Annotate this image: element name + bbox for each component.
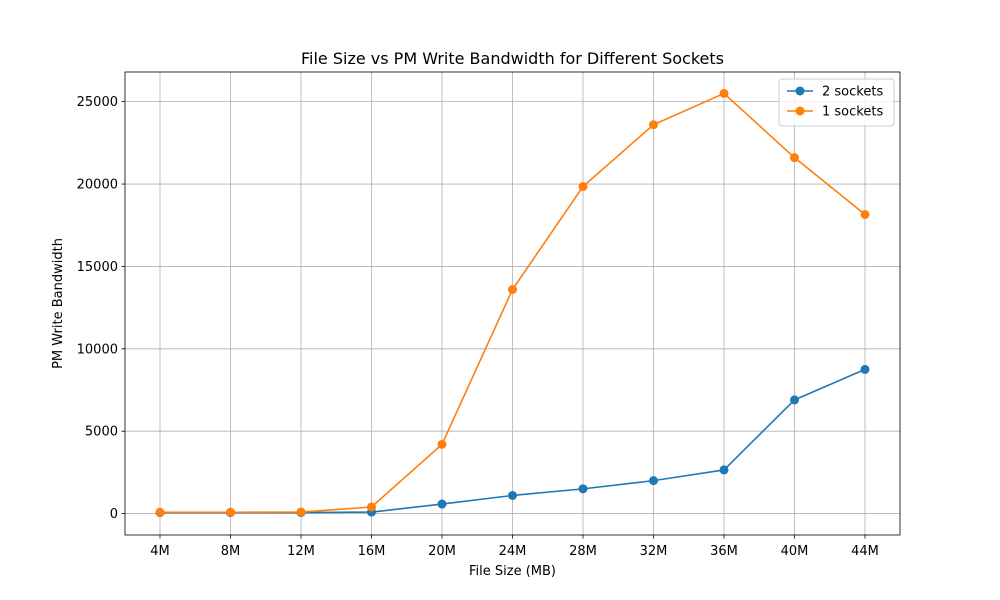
data-point: [226, 507, 235, 517]
x-tick-label: 4M: [150, 544, 170, 559]
x-tick-label: 16M: [358, 544, 386, 559]
series-layer: [155, 88, 870, 518]
x-tick-label: 28M: [569, 544, 597, 559]
legend-label: 1 sockets: [822, 105, 883, 120]
legend-marker: [795, 86, 805, 96]
y-axis-title: PM Write Bandwidth: [51, 238, 66, 369]
data-point: [437, 499, 447, 509]
data-point: [649, 476, 658, 486]
x-tick-label: 40M: [781, 544, 809, 559]
data-point: [296, 507, 306, 517]
x-axis-title: File Size (MB): [469, 564, 556, 579]
data-point: [790, 153, 799, 163]
data-point: [367, 502, 376, 512]
chart-title: File Size vs PM Write Bandwidth for Diff…: [301, 49, 724, 68]
x-tick-label: 20M: [428, 544, 456, 559]
y-tick-label: 15000: [77, 260, 118, 275]
data-point: [437, 439, 447, 449]
data-point: [860, 364, 870, 374]
data-point: [790, 395, 799, 405]
data-point: [578, 484, 588, 494]
y-tick-label: 20000: [77, 178, 118, 193]
legend-label: 2 sockets: [822, 85, 883, 100]
x-tick-label: 36M: [710, 544, 738, 559]
data-point: [649, 120, 658, 130]
series-1: [155, 88, 870, 517]
ticks: 4M 8M 12M 16M 20M 24M 28M 32M 36M 40M 44M 0 5000 1000…: [77, 95, 879, 559]
y-tick-label: 0: [110, 507, 118, 522]
x-tick-label: 32M: [640, 544, 668, 559]
x-tick-label: 24M: [499, 544, 527, 559]
data-point: [860, 210, 870, 220]
grid: [125, 72, 900, 535]
x-tick-label: 12M: [287, 544, 315, 559]
x-tick-label: 44M: [851, 544, 879, 559]
y-tick-label: 10000: [77, 342, 118, 357]
data-point: [719, 465, 729, 475]
y-tick-label: 5000: [85, 425, 118, 440]
data-point: [578, 182, 588, 192]
y-tick-label: 25000: [77, 95, 118, 110]
legend: 2 sockets 1 sockets: [778, 78, 895, 127]
data-point: [508, 284, 517, 294]
data-point: [719, 88, 729, 98]
data-point: [508, 490, 517, 500]
legend-marker: [795, 106, 805, 116]
data-point: [155, 507, 165, 517]
x-tick-label: 8M: [221, 544, 241, 559]
